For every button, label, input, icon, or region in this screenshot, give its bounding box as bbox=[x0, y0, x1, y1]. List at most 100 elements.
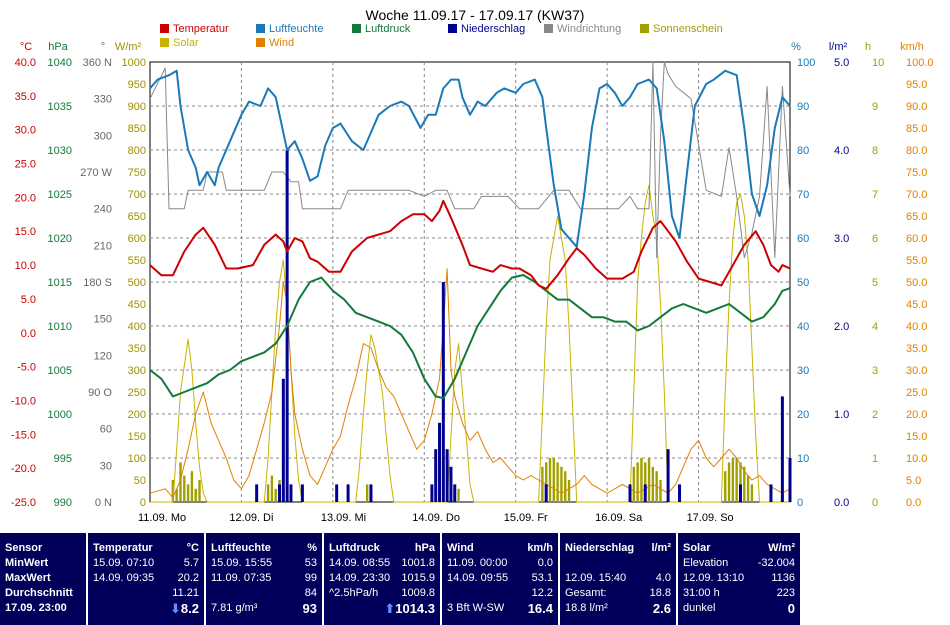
summary-row-value: ⬆1014.3 bbox=[384, 601, 435, 616]
summary-panel-niederschlag: Niederschlag l/m² 12.09. 15:40 4.0 Gesamt: 18… bbox=[560, 533, 676, 625]
legend-swatch-niederschlag bbox=[448, 24, 457, 33]
niederschlag-bar bbox=[255, 484, 259, 502]
legend-label-luftdruck: Luftdruck bbox=[365, 23, 411, 35]
summary-row-value: 53.1 bbox=[531, 572, 553, 584]
right-axis-1-tick: 30 bbox=[797, 365, 809, 377]
right-axis-4-tick: 10.0 bbox=[906, 453, 927, 465]
summary-row-value: 1015.9 bbox=[401, 572, 435, 584]
niederschlag-bar bbox=[678, 484, 682, 502]
right-axis-4-tick: 90.0 bbox=[906, 101, 927, 113]
right-axis-3-tick: 3 bbox=[872, 365, 878, 377]
sonnenschein-bar bbox=[746, 475, 750, 502]
left-axis-4-unit: W/m² bbox=[115, 41, 142, 53]
sonnenschein-bar bbox=[735, 458, 738, 502]
legend-swatch-solar bbox=[160, 38, 169, 47]
left-axis-1-tick: 15.0 bbox=[15, 226, 36, 238]
sonnenschein-bar bbox=[739, 462, 742, 502]
legend-label-luftfeuchte: Luftfeuchte bbox=[269, 23, 323, 35]
left-axis-2-tick: 1040 bbox=[48, 57, 72, 69]
sonnenschein-bar bbox=[186, 484, 190, 502]
summary-row-value: 1136 bbox=[771, 572, 795, 584]
legend: Temperatur Luftfeuchte Luftdruck Niederschl… bbox=[160, 23, 723, 49]
right-axis-1-unit: % bbox=[791, 41, 801, 53]
left-axis-1-tick: 20.0 bbox=[15, 192, 36, 204]
summary-row bbox=[565, 557, 671, 570]
summary-row-label: MinWert bbox=[5, 557, 49, 569]
sonnenschein-bar bbox=[198, 480, 201, 502]
summary-unit: l/m² bbox=[651, 542, 671, 554]
left-axis-1-tick: 40.0 bbox=[15, 57, 36, 69]
niederschlag-bar bbox=[278, 484, 282, 502]
left-axis-4-tick: 550 bbox=[128, 255, 146, 267]
summary-panel-solar: Solar W/m² Elevation -32.004 12.09. 13:10 113… bbox=[678, 533, 800, 625]
niederschlag-bar bbox=[769, 484, 773, 502]
sonnenschein-bar bbox=[171, 480, 175, 502]
sonnenschein-bar bbox=[647, 458, 651, 502]
summary-header: Wind bbox=[447, 542, 474, 554]
left-axis-1-tick: -5.0 bbox=[17, 362, 36, 374]
right-axis-4-tick: 55.0 bbox=[906, 255, 927, 267]
summary-row-value: 223 bbox=[776, 587, 795, 599]
sonnenschein-bar bbox=[552, 458, 556, 502]
sonnenschein-bar bbox=[750, 484, 754, 502]
left-axis-2-tick: 1020 bbox=[48, 233, 72, 245]
x-axis-label: 13.09. Mi bbox=[321, 512, 366, 524]
legend-swatch-wind bbox=[256, 38, 265, 47]
summary-unit: °C bbox=[186, 542, 199, 554]
left-axis-4-tick: 850 bbox=[128, 123, 146, 135]
summary-row-info: 7.81 g/m³ bbox=[211, 602, 258, 614]
summary-row: ⬆1014.3 bbox=[329, 602, 435, 615]
sonnenschein-bar bbox=[636, 462, 639, 502]
right-axis-1-tick: 20 bbox=[797, 409, 809, 421]
left-axis-3-tick: 210 bbox=[94, 240, 112, 252]
summary-panel-luftfeuchte: Luftfeuchte% 15.09. 15:55 53 11.09. 07:35 99… bbox=[206, 533, 322, 625]
right-axis-1-tick: 90 bbox=[797, 101, 809, 113]
left-axis-4-tick: 950 bbox=[128, 79, 146, 91]
legend-label-temperatur: Temperatur bbox=[173, 23, 229, 35]
summary-row-info: 31:00 h bbox=[683, 587, 720, 599]
summary-unit: W/m² bbox=[768, 542, 795, 554]
right-axis-4-tick: 35.0 bbox=[906, 343, 927, 355]
left-axis-3-tick: 0 N bbox=[95, 497, 112, 509]
right-axis-4-tick: 5.0 bbox=[906, 475, 921, 487]
niederschlag-bar bbox=[628, 484, 632, 502]
right-axis-3-tick: 9 bbox=[872, 101, 878, 113]
summary-row: Niederschlag l/m² bbox=[565, 542, 671, 555]
right-axis-1-tick: 0 bbox=[797, 497, 803, 509]
sonnenschein-bar bbox=[743, 466, 746, 502]
axes: 40.035.030.025.020.015.010.05.00.0-5.0-1… bbox=[11, 41, 934, 509]
windrichtung-line bbox=[149, 61, 791, 259]
left-axis-2-tick: 1025 bbox=[48, 189, 72, 201]
sonnenschein-bar bbox=[457, 488, 460, 502]
summary-row: 12.2 bbox=[447, 587, 553, 600]
summary-row-value: 16.4 bbox=[527, 601, 553, 616]
x-axis-label: 17.09. So bbox=[687, 512, 734, 524]
right-axis-4-tick: 60.0 bbox=[906, 233, 927, 245]
summary-row-value: 0.0 bbox=[537, 557, 553, 569]
left-axis-1-tick: 5.0 bbox=[21, 294, 36, 306]
left-axis-2-tick: 990 bbox=[54, 497, 72, 509]
niederschlag-bar bbox=[281, 378, 285, 502]
niederschlag-bar bbox=[438, 422, 442, 502]
summary-row: 14.09. 09:55 53.1 bbox=[447, 572, 553, 585]
right-axis-4-tick: 45.0 bbox=[906, 299, 927, 311]
summary-row-info: Gesamt: bbox=[565, 587, 607, 599]
niederschlag-bar bbox=[300, 484, 304, 502]
right-axis-3-tick: 5 bbox=[872, 277, 878, 289]
summary-unit: km/h bbox=[527, 542, 553, 554]
left-axis-4-tick: 900 bbox=[128, 101, 146, 113]
series-layer bbox=[149, 61, 792, 503]
right-axis-2-tick: 1.0 bbox=[834, 409, 849, 421]
sonnenschein-bar bbox=[274, 488, 277, 502]
summary-row: MinWert bbox=[5, 557, 81, 570]
summary-panel-luftdruck: Luftdruck hPa 14.09. 08:55 1001.8 14.09. 23:… bbox=[324, 533, 440, 625]
left-axis-3-tick: 300 bbox=[94, 130, 112, 142]
summary-row-info: 14.09. 08:55 bbox=[329, 557, 391, 569]
right-axis-4-tick: 25.0 bbox=[906, 387, 927, 399]
left-axis-4-tick: 200 bbox=[128, 409, 146, 421]
left-axis-4-tick: 650 bbox=[128, 211, 146, 223]
left-axis-3-tick: 60 bbox=[100, 424, 112, 436]
summary-row: 12.09. 15:40 4.0 bbox=[565, 572, 671, 585]
left-axis-4-tick: 50 bbox=[134, 475, 146, 487]
right-axis-4-tick: 95.0 bbox=[906, 79, 927, 91]
